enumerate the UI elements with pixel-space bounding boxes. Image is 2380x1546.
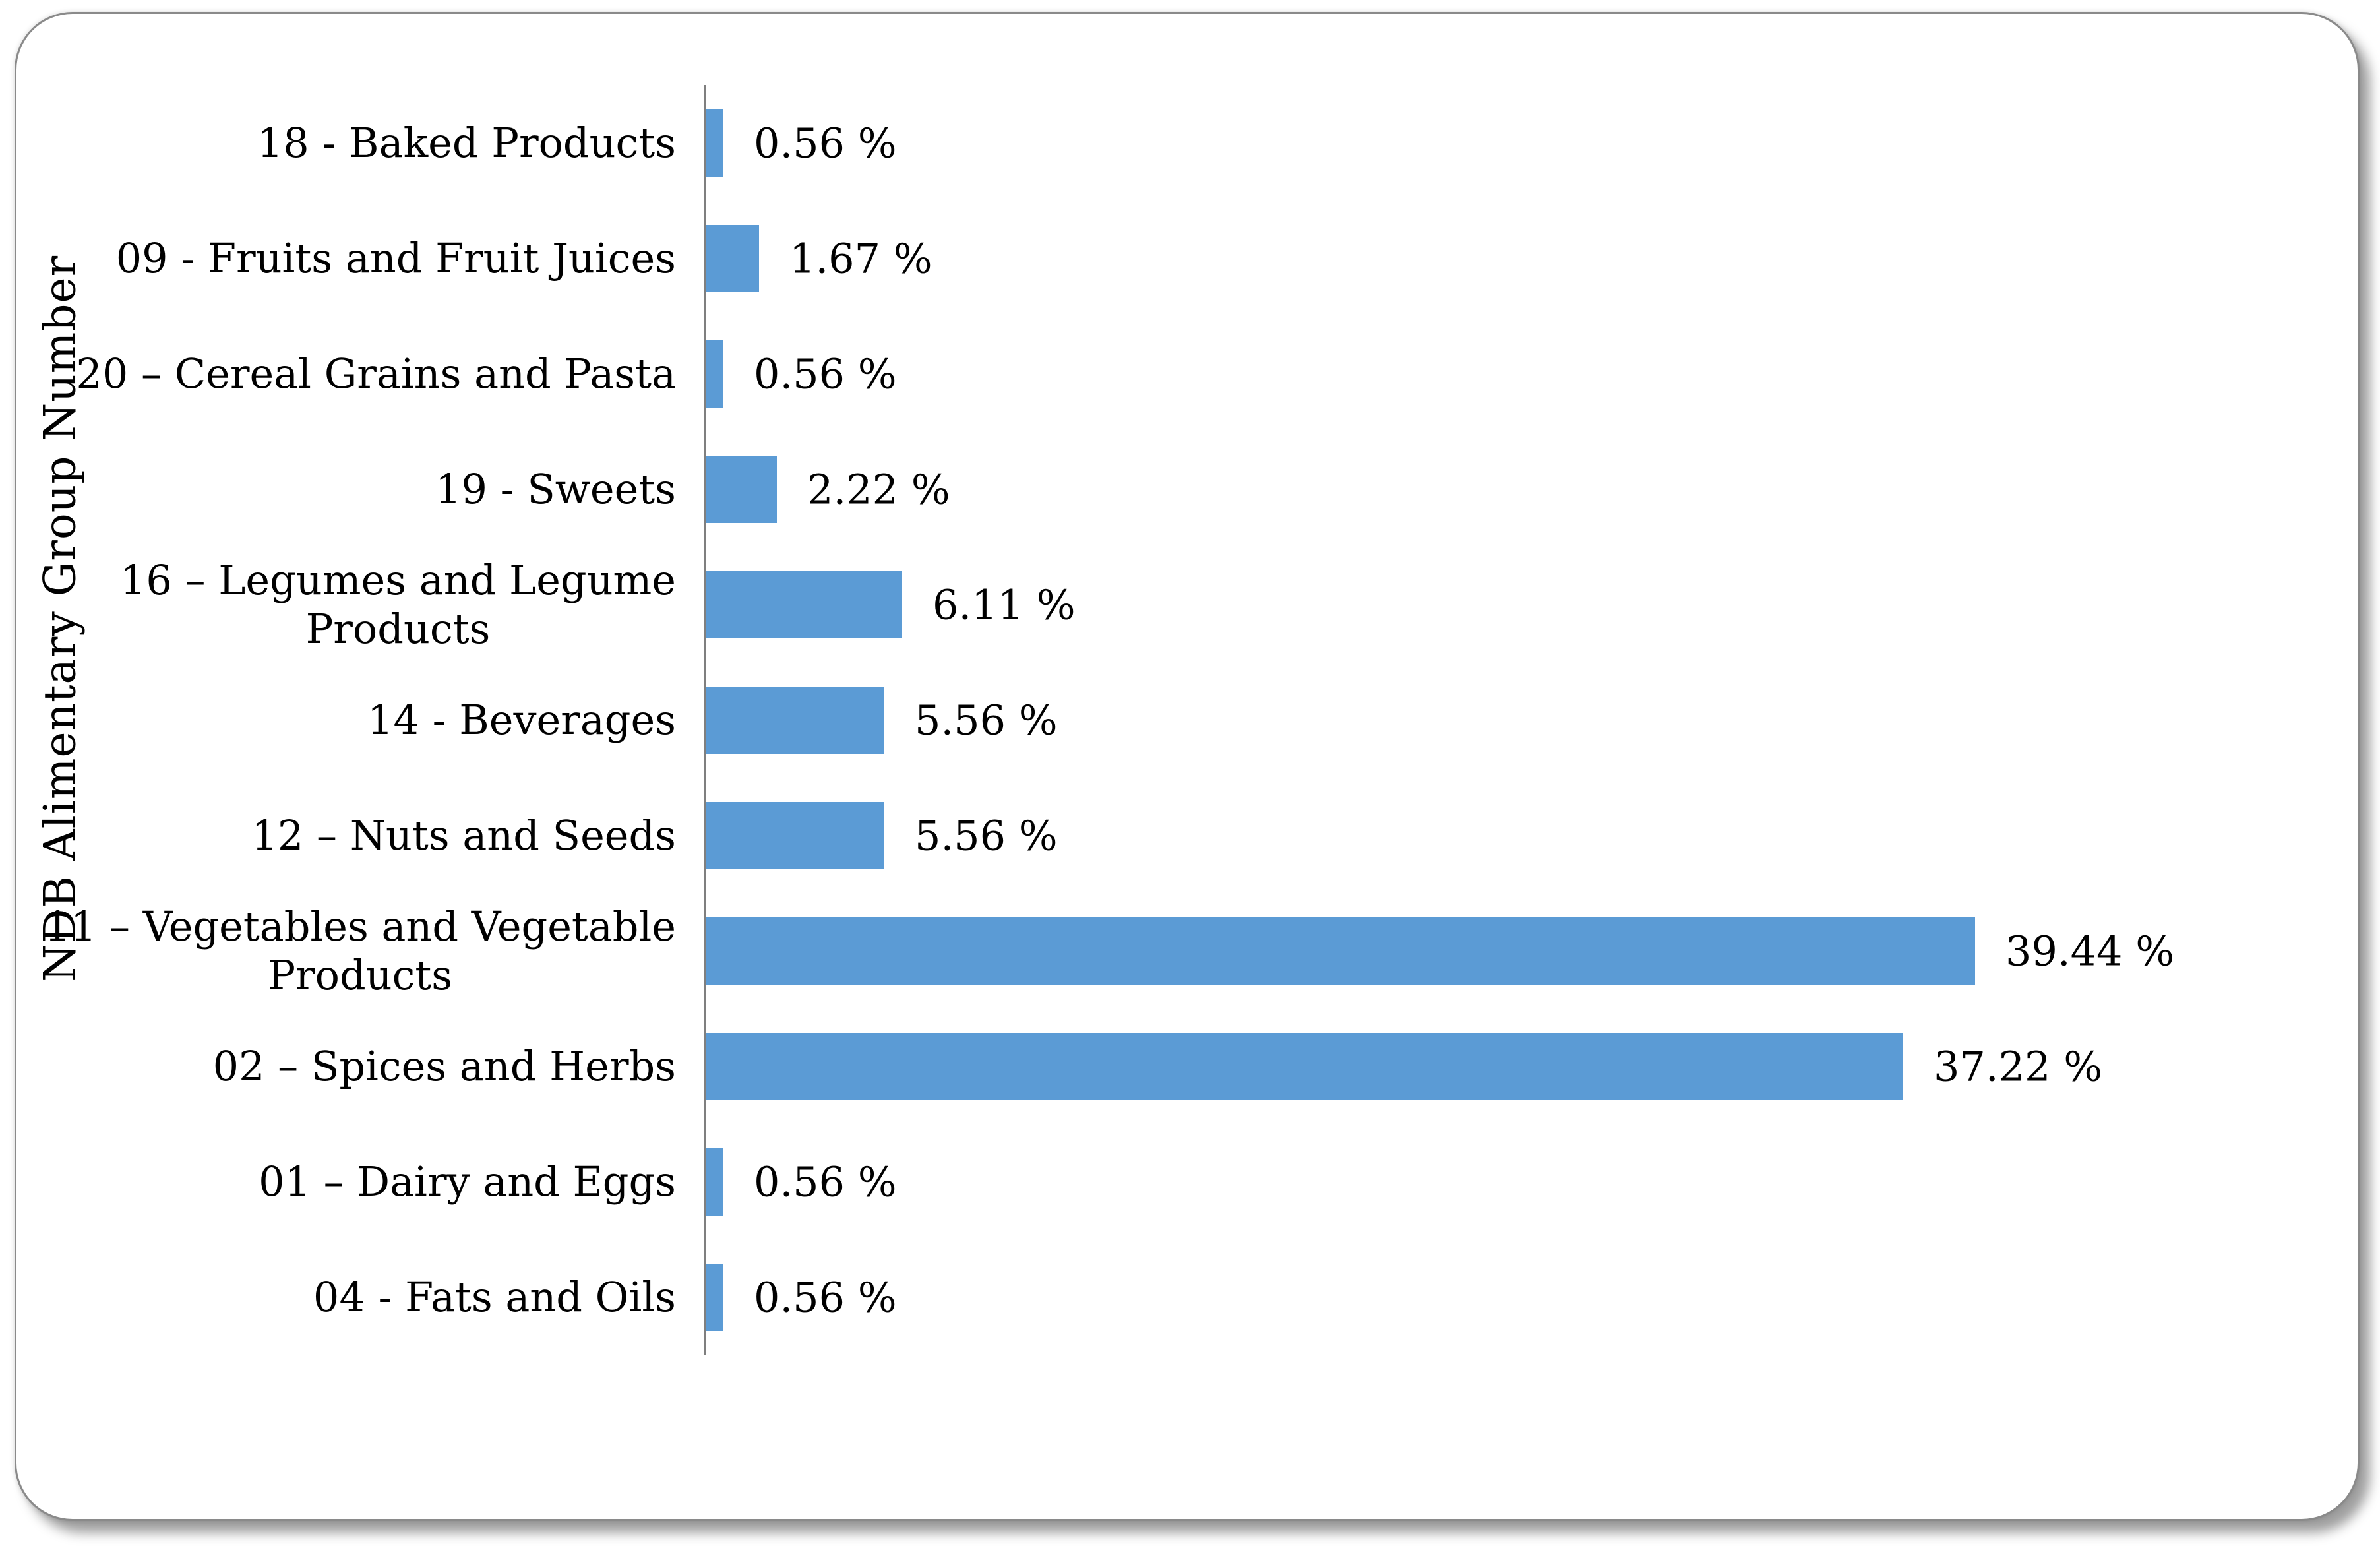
- value-label: 6.11 %: [932, 580, 1076, 629]
- bar: [706, 455, 777, 523]
- value-label: 0.56 %: [754, 1273, 897, 1321]
- category-label: 09 - Fruits and Fruit Juices: [115, 233, 676, 282]
- bar: [706, 1148, 723, 1216]
- value-label: 1.67 %: [789, 234, 932, 282]
- chart-row: 19 - Sweets 2.22 %: [43, 431, 2318, 547]
- category-label: 01 – Dairy and Eggs: [259, 1157, 676, 1206]
- chart-row: 14 - Beverages 5.56 %: [43, 662, 2318, 778]
- value-label: 5.56 %: [915, 811, 1058, 859]
- plot-area: 0.56 %: [704, 1124, 2318, 1239]
- category-label: 12 – Nuts and Seeds: [251, 811, 676, 859]
- value-label: 0.56 %: [754, 350, 897, 398]
- chart-card: NDB Alimentary Group Number 18 - Baked P…: [15, 12, 2360, 1521]
- plot-area: 5.56 %: [704, 778, 2318, 893]
- bar: [706, 801, 884, 869]
- category-label: 11 – Vegetables and Vegetable Products: [44, 902, 676, 999]
- chart-row: 18 - Baked Products 0.56 %: [43, 85, 2318, 201]
- bar-rows: 18 - Baked Products 0.56 % 09 - Fruits and…: [43, 85, 2318, 1355]
- value-label: 39.44 %: [2005, 927, 2175, 975]
- chart-row: 16 – Legumes and Legume Products 6.11 %: [43, 547, 2318, 662]
- bar: [706, 917, 1975, 985]
- chart-row: 04 - Fats and Oils 0.56 %: [43, 1239, 2318, 1355]
- plot-area: 5.56 %: [704, 662, 2318, 778]
- chart-row: 20 – Cereal Grains and Pasta 0.56 %: [43, 316, 2318, 431]
- value-label: 37.22 %: [1934, 1042, 2103, 1090]
- bar: [706, 571, 902, 638]
- bar: [706, 109, 723, 177]
- bar: [706, 1032, 1903, 1100]
- value-label: 2.22 %: [807, 465, 950, 513]
- category-label: 02 – Spices and Herbs: [212, 1041, 676, 1090]
- plot-area: 2.22 %: [704, 431, 2318, 547]
- bar: [706, 686, 884, 754]
- category-label: 19 - Sweets: [435, 464, 676, 513]
- chart-row: 11 – Vegetables and Vegetable Products 39…: [43, 893, 2318, 1008]
- plot-area: 6.11 %: [704, 547, 2318, 662]
- category-label: 16 – Legumes and Legume Products: [119, 556, 676, 653]
- category-label: 20 – Cereal Grains and Pasta: [76, 349, 676, 398]
- bar: [706, 224, 759, 292]
- bar: [706, 1263, 723, 1331]
- plot-area: 39.44 %: [704, 893, 2318, 1008]
- plot-area: 0.56 %: [704, 85, 2318, 201]
- chart-row: 01 – Dairy and Eggs 0.56 %: [43, 1124, 2318, 1239]
- category-label: 14 - Beverages: [367, 695, 676, 744]
- value-label: 5.56 %: [915, 696, 1058, 744]
- value-label: 0.56 %: [754, 119, 897, 167]
- bar: [706, 340, 723, 408]
- chart-row: 02 – Spices and Herbs 37.22 %: [43, 1008, 2318, 1124]
- chart-row: 09 - Fruits and Fruit Juices 1.67 %: [43, 201, 2318, 316]
- category-label: 18 - Baked Products: [257, 118, 676, 167]
- category-label: 04 - Fats and Oils: [313, 1272, 676, 1321]
- chart-row: 12 – Nuts and Seeds 5.56 %: [43, 778, 2318, 893]
- plot-area: 0.56 %: [704, 1239, 2318, 1355]
- plot-area: 1.67 %: [704, 201, 2318, 316]
- value-label: 0.56 %: [754, 1158, 897, 1206]
- plot-area: 37.22 %: [704, 1008, 2318, 1124]
- plot-area: 0.56 %: [704, 316, 2318, 431]
